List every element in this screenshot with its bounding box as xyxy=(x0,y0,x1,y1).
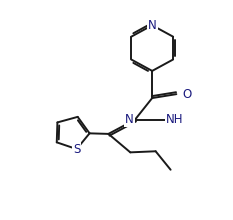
Text: O: O xyxy=(183,88,192,101)
Text: S: S xyxy=(73,143,80,156)
Text: N: N xyxy=(125,113,134,126)
Text: NH: NH xyxy=(166,113,184,126)
Text: N: N xyxy=(148,19,157,32)
